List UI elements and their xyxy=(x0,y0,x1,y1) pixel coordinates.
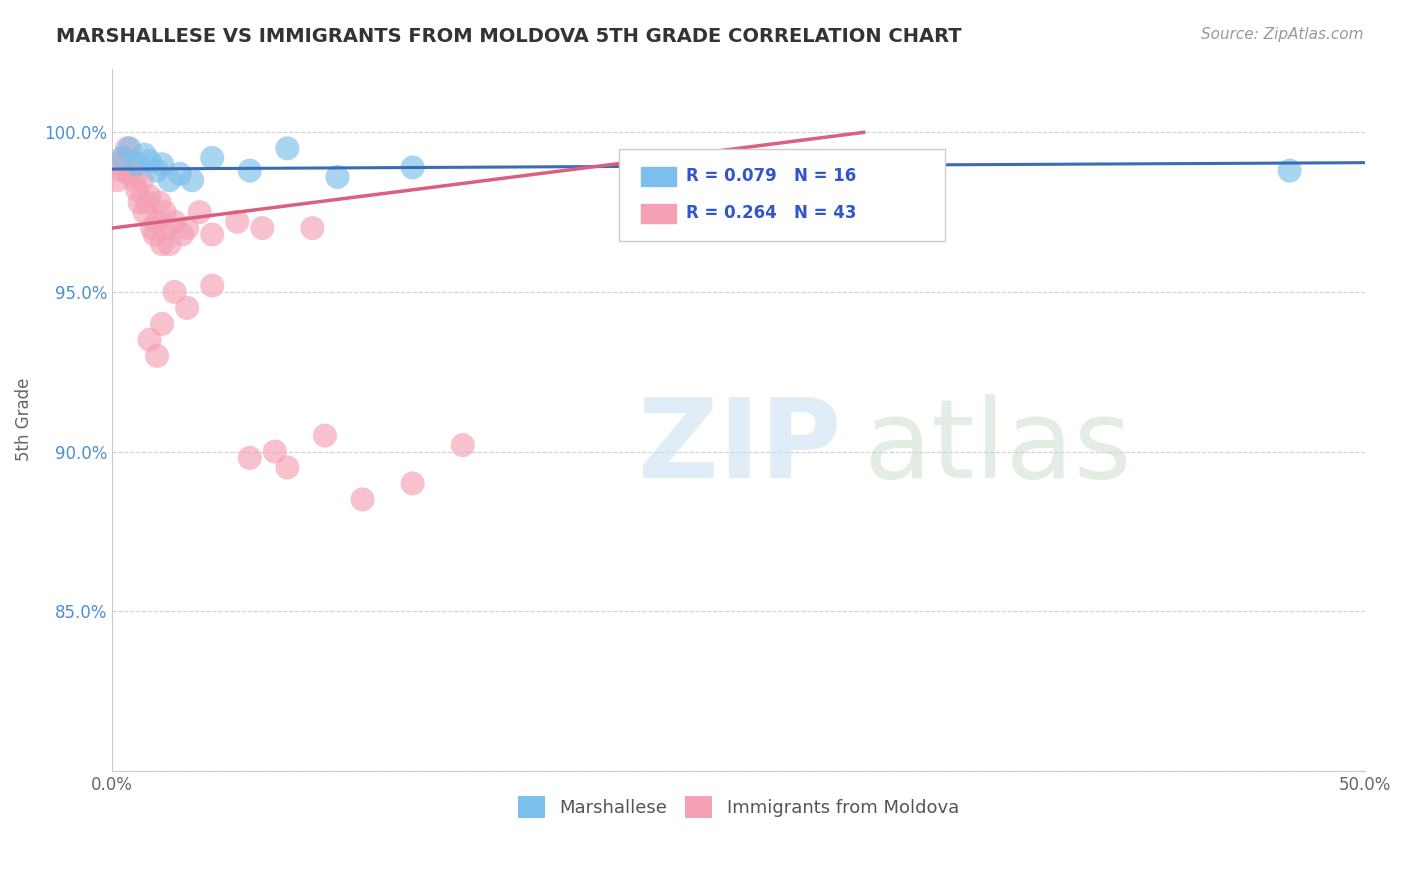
Point xyxy=(201,151,224,165)
Point xyxy=(159,173,181,187)
Point xyxy=(150,157,173,171)
Point xyxy=(352,492,374,507)
Text: R = 0.079   N = 16: R = 0.079 N = 16 xyxy=(686,168,856,186)
Point xyxy=(451,438,474,452)
Point xyxy=(401,161,423,175)
Point xyxy=(163,215,186,229)
Point xyxy=(239,163,262,178)
Point xyxy=(169,167,191,181)
Text: MARSHALLESE VS IMMIGRANTS FROM MOLDOVA 5TH GRADE CORRELATION CHART: MARSHALLESE VS IMMIGRANTS FROM MOLDOVA 5… xyxy=(56,27,962,45)
Point xyxy=(124,173,146,187)
Point xyxy=(401,476,423,491)
Point xyxy=(125,183,148,197)
Point xyxy=(146,349,169,363)
Bar xyxy=(641,167,676,186)
Legend: Marshallese, Immigrants from Moldova: Marshallese, Immigrants from Moldova xyxy=(510,789,966,825)
Point xyxy=(226,215,249,229)
Point xyxy=(150,237,173,252)
Point xyxy=(111,151,134,165)
Point xyxy=(128,195,150,210)
Point xyxy=(163,285,186,299)
Point xyxy=(108,157,131,171)
Point xyxy=(136,195,159,210)
Point xyxy=(134,205,156,219)
Point xyxy=(263,444,285,458)
Point xyxy=(134,147,156,161)
Point xyxy=(153,205,176,219)
Point xyxy=(276,141,298,155)
Point xyxy=(172,227,194,242)
Point xyxy=(118,167,141,181)
Y-axis label: 5th Grade: 5th Grade xyxy=(15,378,32,461)
Point xyxy=(141,221,163,235)
Bar xyxy=(641,204,676,223)
Point xyxy=(138,189,160,203)
Point xyxy=(276,460,298,475)
Point xyxy=(239,450,262,465)
Point xyxy=(148,195,170,210)
Text: Source: ZipAtlas.com: Source: ZipAtlas.com xyxy=(1201,27,1364,42)
Point xyxy=(114,151,136,165)
FancyBboxPatch shape xyxy=(620,149,945,241)
Point xyxy=(146,215,169,229)
Point xyxy=(105,173,128,187)
Point xyxy=(138,154,160,169)
Point xyxy=(181,173,204,187)
Point xyxy=(150,317,173,331)
Point xyxy=(301,221,323,235)
Point xyxy=(201,227,224,242)
Point xyxy=(201,278,224,293)
Point xyxy=(314,428,336,442)
Text: ZIP: ZIP xyxy=(638,394,842,501)
Text: R = 0.264   N = 43: R = 0.264 N = 43 xyxy=(686,204,856,222)
Point xyxy=(1278,163,1301,178)
Point xyxy=(146,163,169,178)
Point xyxy=(131,173,153,187)
Point xyxy=(125,157,148,171)
Point xyxy=(138,333,160,347)
Point xyxy=(143,227,166,242)
Text: atlas: atlas xyxy=(863,394,1132,501)
Point xyxy=(121,157,143,171)
Point xyxy=(118,141,141,155)
Point xyxy=(111,163,134,178)
Point xyxy=(115,141,138,155)
Point xyxy=(188,205,211,219)
Point xyxy=(156,221,179,235)
Point xyxy=(159,237,181,252)
Point xyxy=(176,221,198,235)
Point xyxy=(252,221,274,235)
Point xyxy=(326,169,349,184)
Point xyxy=(176,301,198,315)
